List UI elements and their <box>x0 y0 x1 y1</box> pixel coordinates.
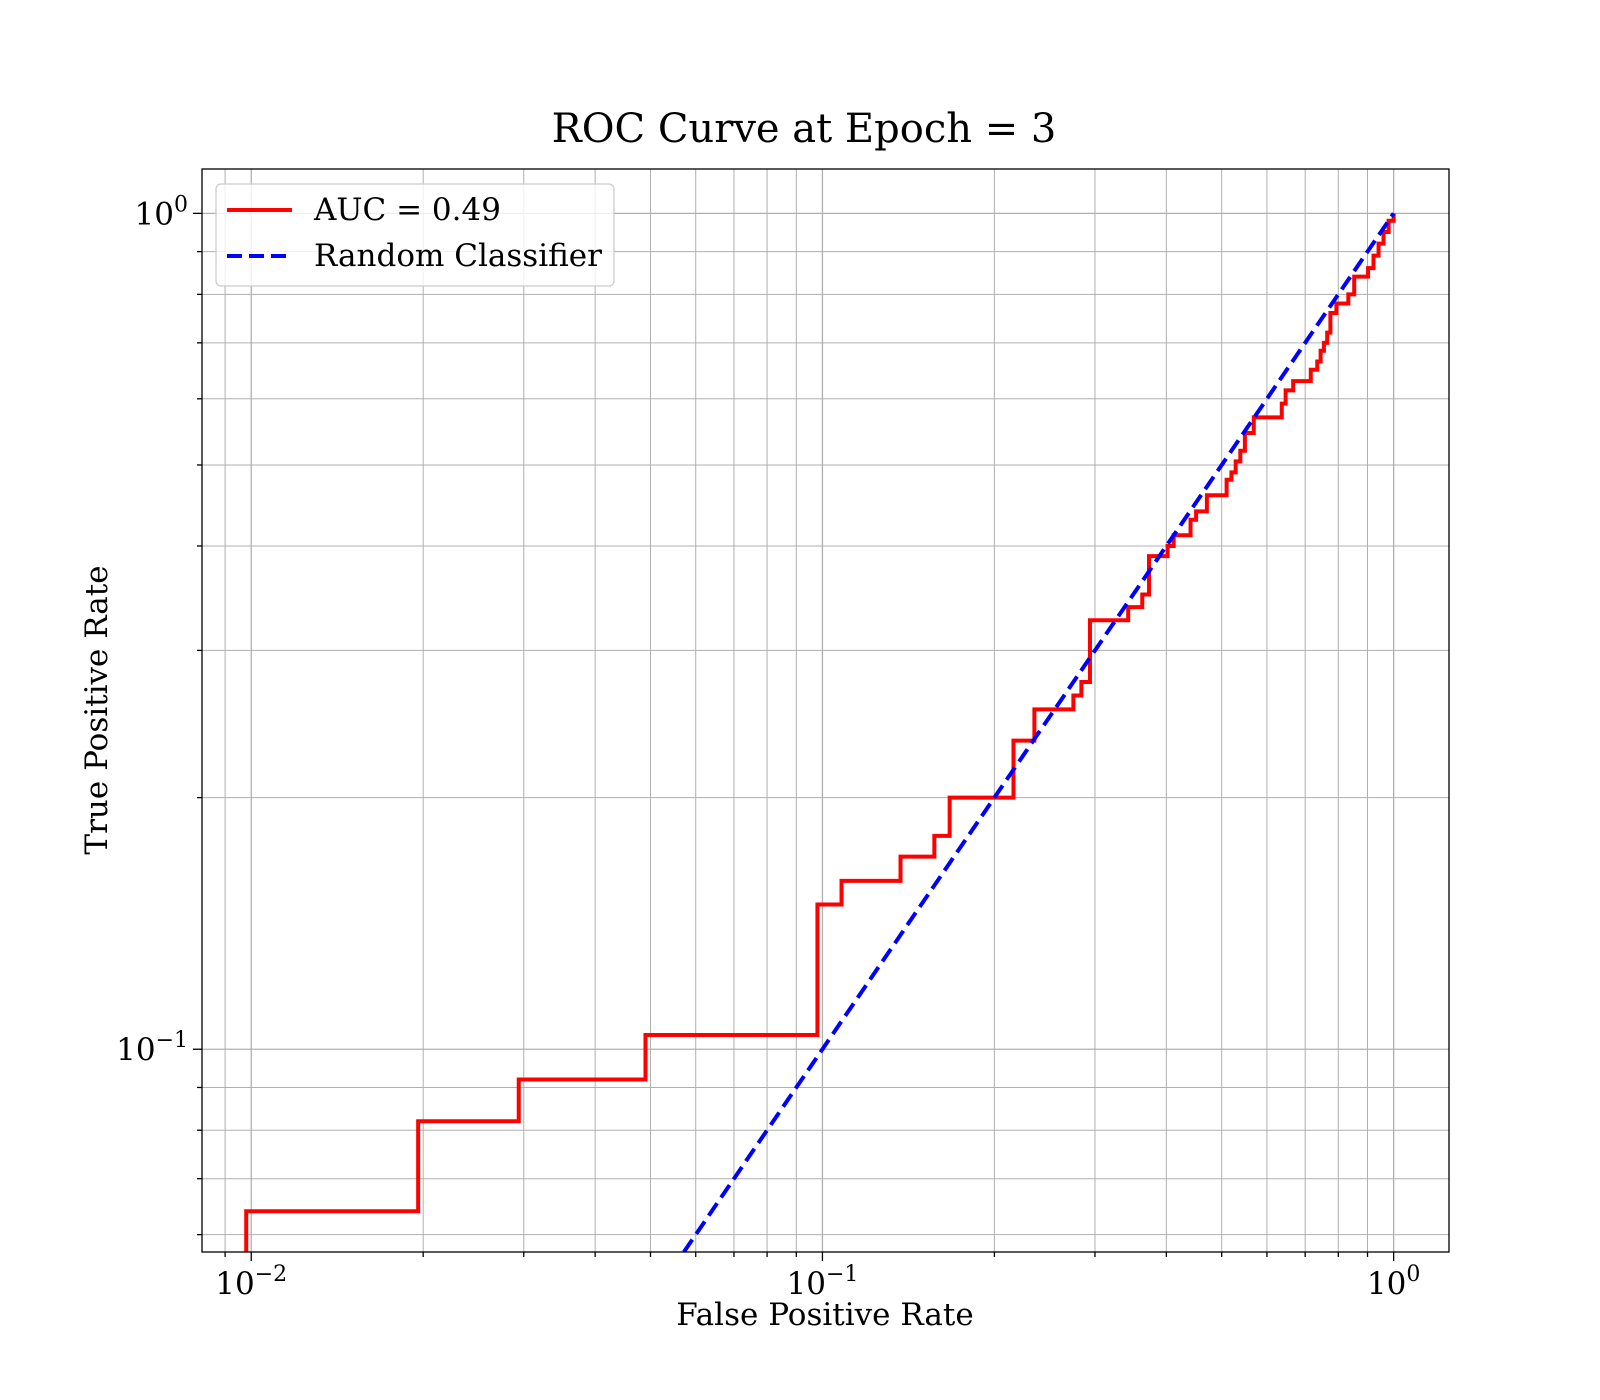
x-tick-label: 10−1 <box>786 1262 858 1302</box>
roc-curve-line <box>244 213 1396 1252</box>
legend-label-auc: AUC = 0.49 <box>313 192 501 228</box>
x-tick-label: 10−2 <box>215 1262 287 1302</box>
y-axis-label: True Positive Rate <box>79 565 115 854</box>
legend-box <box>215 183 615 287</box>
x-tick-label: 100 <box>1367 1262 1420 1302</box>
legend: AUC = 0.49 Random Classifier <box>215 183 615 287</box>
y-axis-ticks: 10−1 100 <box>116 192 202 1236</box>
chart-title: ROC Curve at Epoch = 3 <box>552 106 1057 152</box>
legend-label-random: Random Classifier <box>314 238 602 274</box>
x-axis-label: False Positive Rate <box>676 1297 973 1333</box>
plot-frame <box>201 168 1450 1253</box>
y-tick-label: 10−1 <box>116 1028 188 1068</box>
x-axis-ticks: 10−2 10−1 100 <box>215 1252 1420 1302</box>
random-classifier-line <box>682 212 1396 1252</box>
major-gridlines <box>202 169 1449 1252</box>
series-layer <box>244 212 1396 1252</box>
y-tick-label: 100 <box>135 192 188 232</box>
minor-gridlines <box>202 169 1449 1252</box>
